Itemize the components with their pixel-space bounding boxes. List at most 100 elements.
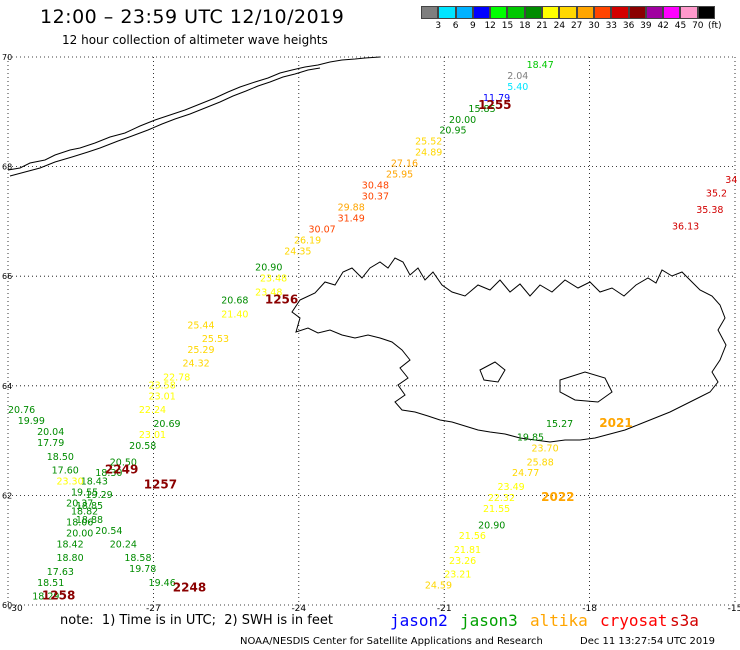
swh-value-label: 34 — [725, 175, 737, 186]
swh-value-label: 20.24 — [110, 539, 137, 550]
swh-value-label: 19.99 — [18, 416, 45, 427]
swh-value-label: 18.29 — [32, 592, 59, 603]
swh-value-label: 30.07 — [308, 224, 335, 235]
swh-value-label: 20.69 — [153, 419, 180, 430]
credit-text: NOAA/NESDIS Center for Satellite Applica… — [240, 636, 543, 647]
colorbar-swatch — [611, 6, 629, 19]
swh-value-label: 18.30 — [95, 468, 122, 479]
colorbar-labels: 3 6 9 12 15 18 21 24 27 30 33 36 39 42 45 70 — [421, 21, 740, 35]
swh-value-label: 17.63 — [47, 567, 74, 578]
lat-tick-label: 62 — [2, 491, 12, 500]
swh-value-label: 20.95 — [439, 126, 466, 137]
colorbar-tick-label: 6 — [452, 21, 459, 31]
swh-value-label: 15.27 — [546, 419, 573, 430]
swh-value-label: 29.88 — [338, 202, 365, 213]
lat-tick-label: 60 — [2, 601, 12, 610]
colorbar-tick-label: 21 — [536, 21, 548, 31]
swh-value-label: 2.04 — [507, 71, 528, 82]
iceland-glacier — [559, 371, 613, 403]
swh-value-label: 20.54 — [95, 526, 122, 537]
swh-value-label: 19.55 — [71, 487, 98, 498]
swh-value-label: 18.58 — [124, 553, 151, 564]
swh-value-label: 18.80 — [56, 553, 83, 564]
swh-value-label: 20.00 — [449, 115, 476, 126]
colorbar-tick-label: 39 — [640, 21, 652, 31]
colorbar-tick-label: 3 — [435, 21, 442, 31]
pass-time-label: 2022 — [541, 490, 574, 504]
lat-tick-label: 64 — [2, 382, 12, 391]
swh-value-label: 20.90 — [478, 520, 505, 531]
swh-value-label: 18.51 — [37, 578, 64, 589]
swh-value-label: 19.46 — [149, 578, 176, 589]
lon-tick-label: -15 — [728, 604, 740, 614]
pass-time-label: 1255 — [478, 98, 511, 112]
time-labels: 1255 1256 2249 1257 1258 2248 2021 2022 — [42, 98, 633, 602]
swh-value-label: 25.29 — [187, 345, 214, 356]
lon-tick-label: -18 — [582, 604, 597, 614]
colorbar-swatch — [472, 6, 491, 19]
pass-time-label: 2249 — [105, 462, 138, 476]
swh-value-label: 20.68 — [221, 296, 248, 307]
swh-value-label: 18.47 — [527, 60, 554, 71]
swh-value-label: 21.55 — [483, 504, 510, 515]
swh-value-label: 23.26 — [449, 556, 476, 567]
swh-value-label: 17.60 — [52, 465, 79, 476]
colorbar-swatch — [542, 6, 560, 19]
colorbar-swatch — [697, 6, 716, 19]
legend-altika: altika — [530, 611, 588, 630]
swh-value-label: 5.40 — [507, 82, 528, 93]
swh-value-label: 23.58 — [149, 381, 176, 392]
swh-value-label: 24.59 — [425, 581, 452, 592]
swh-value-label: 18.42 — [56, 539, 83, 550]
swh-value-label: 25.52 — [415, 137, 442, 148]
swh-value-label: 20.90 — [255, 263, 282, 274]
swh-values: 18.472.045.4011.7915.8520.0020.9525.5224… — [8, 60, 737, 603]
colorbar-swatch — [663, 6, 681, 19]
swh-value-label: 23.30 — [56, 476, 83, 487]
swh-value-label: 18.88 — [76, 515, 103, 526]
colorbar-swatch — [455, 6, 473, 19]
colorbar-swatch — [593, 6, 612, 19]
pass-time-label: 1258 — [42, 589, 75, 603]
colorbar — [421, 6, 716, 19]
swh-value-label: 24.35 — [284, 246, 311, 257]
swh-value-label: 25.88 — [527, 457, 554, 468]
swh-value-label: 23.01 — [149, 392, 176, 403]
lon-tick-label: -30 — [8, 604, 23, 614]
iceland-lake — [479, 361, 506, 383]
swh-value-label: 20.76 — [8, 405, 35, 416]
greenland-coast — [7, 56, 381, 171]
colorbar-tick-label: 15 — [501, 21, 514, 31]
timestamp-text: Dec 11 13:27:54 UTC 2019 — [580, 636, 715, 647]
swh-value-label: 18.82 — [71, 507, 98, 518]
swh-value-label: 18.43 — [81, 476, 108, 487]
footnote: note: 1) Time is in UTC; 2) SWH is in fe… — [60, 613, 333, 628]
swh-value-label: 25.44 — [187, 320, 214, 331]
swh-value-label: 26.19 — [294, 235, 321, 246]
iceland-coast — [291, 257, 727, 443]
colorbar-tick-label: 12 — [484, 21, 496, 31]
swh-value-label: 23.49 — [498, 482, 525, 493]
colorbar-swatch — [559, 6, 577, 19]
map-title: 12:00 – 23:59 UTC 12/10/2019 — [40, 6, 345, 28]
swh-value-label: 22.78 — [163, 372, 190, 383]
colorbar-swatch — [576, 6, 594, 19]
swh-value-label: 20.58 — [129, 441, 156, 452]
swh-value-label: 24.32 — [182, 359, 209, 370]
coastline — [7, 56, 727, 443]
legend-cryosat: cryosat — [600, 611, 668, 630]
swh-value-label: 20.37 — [66, 498, 93, 509]
swh-value-label: 19.29 — [86, 490, 113, 501]
colorbar-unit: (ft) — [708, 21, 722, 31]
swh-value-label: 31.49 — [338, 213, 365, 224]
swh-value-label: 15.85 — [468, 104, 495, 115]
swh-value-label: 35.2 — [706, 189, 727, 200]
colorbar-swatch — [645, 6, 664, 19]
swh-value-label: 21.40 — [221, 309, 248, 320]
swh-value-label: 22.32 — [488, 493, 515, 504]
swh-value-label: 18.06 — [66, 518, 93, 529]
swh-value-label: 23.01 — [139, 430, 166, 441]
swh-value-label: 25.95 — [386, 170, 413, 181]
